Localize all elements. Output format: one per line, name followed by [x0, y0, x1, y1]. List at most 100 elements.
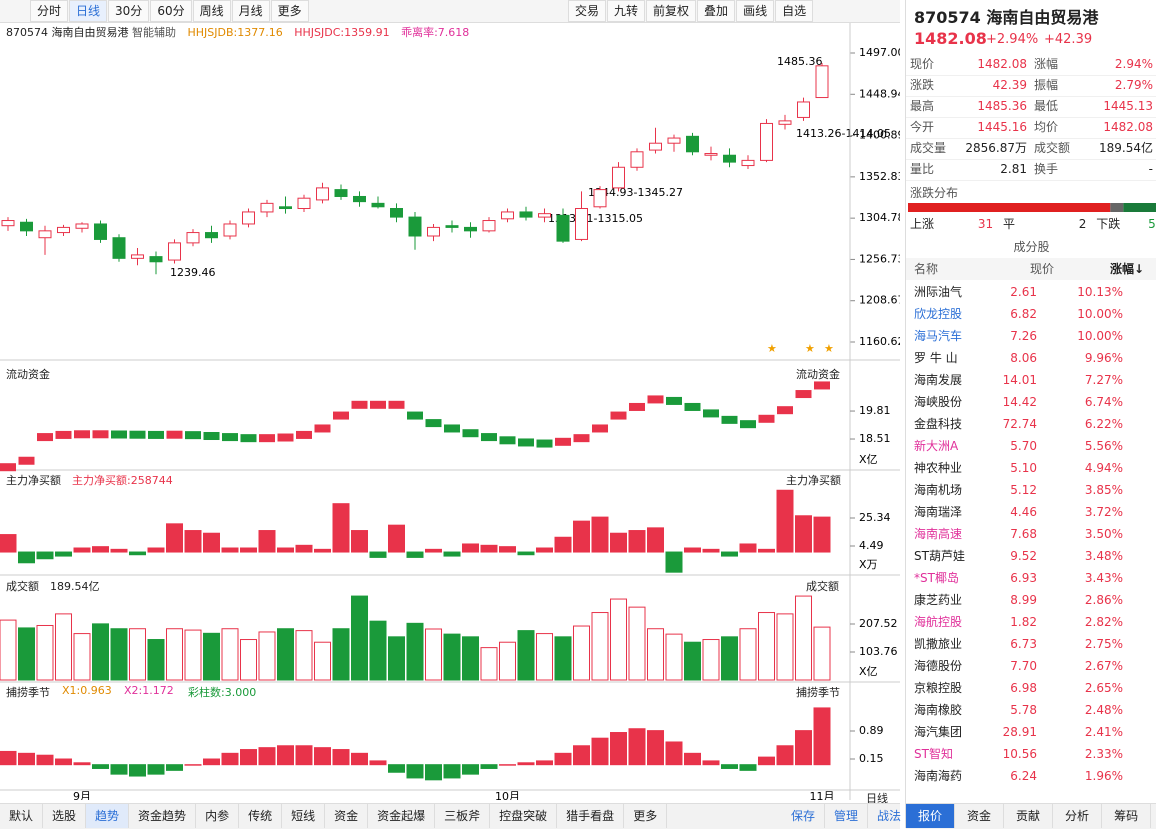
tab[interactable]: 资金: [325, 804, 369, 828]
panel-value: X2:1.172: [124, 684, 174, 697]
const-row[interactable]: 洲际油气 2.61 10.13%: [906, 281, 1156, 303]
tab[interactable]: 分析: [1053, 804, 1103, 828]
value: 2856.87万: [965, 141, 1027, 155]
tool-button[interactable]: 30分: [108, 0, 150, 22]
const-row[interactable]: 神农种业 5.10 4.94%: [906, 457, 1156, 479]
tool-button[interactable]: 交易: [568, 0, 607, 22]
const-row[interactable]: 新大洲A 5.70 5.56%: [906, 435, 1156, 457]
tool-button[interactable]: 九转: [607, 0, 646, 22]
const-row[interactable]: 海峡股份 14.42 6.74%: [906, 391, 1156, 413]
tab[interactable]: 趋势: [86, 804, 130, 828]
bar: [351, 530, 368, 553]
tab[interactable]: 三板斧: [435, 804, 491, 828]
axis-mode[interactable]: 日线: [866, 792, 888, 805]
bar: [203, 632, 220, 681]
const-row[interactable]: 京粮控股 6.98 2.65%: [906, 677, 1156, 699]
y-tick-label: 1304.78: [859, 211, 900, 224]
tool-button[interactable]: 叠加: [697, 0, 736, 22]
tool-button[interactable]: 周线: [192, 0, 231, 22]
const-row[interactable]: 海德股份 7.70 2.67%: [906, 655, 1156, 677]
bar: [92, 623, 109, 681]
tab[interactable]: 资金起爆: [368, 804, 436, 828]
stock-pct: 3.72%: [1084, 505, 1123, 519]
tool-button[interactable]: 月线: [231, 0, 270, 22]
header[interactable]: 涨幅↓: [1110, 262, 1145, 276]
tab[interactable]: 保存: [782, 804, 826, 828]
stock-pct: 3.48%: [1084, 549, 1123, 563]
flow-bar: [703, 409, 719, 418]
const-row[interactable]: 海南机场 5.12 3.85%: [906, 479, 1156, 501]
const-row[interactable]: 康芝药业 8.99 2.86%: [906, 589, 1156, 611]
flow-bar: [37, 433, 53, 442]
bar: [776, 489, 794, 553]
tool-button[interactable]: 60分: [150, 0, 192, 22]
header[interactable]: 现价: [1030, 262, 1055, 276]
assist[interactable]: 智能辅助: [132, 26, 176, 39]
tab[interactable]: 传统: [239, 804, 283, 828]
flow-bar: [222, 433, 238, 442]
tab[interactable]: 选股: [43, 804, 87, 828]
bar: [610, 598, 627, 681]
tool-button[interactable]: 更多: [270, 0, 309, 22]
const-row[interactable]: 海马汽车 7.26 10.00%: [906, 325, 1156, 347]
tool-button[interactable]: 画线: [736, 0, 775, 22]
const-row[interactable]: 海航控股 1.82 2.82%: [906, 611, 1156, 633]
flow-bar: [518, 438, 534, 447]
panel-value: 主力净买额:258744: [72, 474, 173, 487]
bar: [591, 516, 609, 553]
candle-body: [112, 237, 126, 259]
const-row[interactable]: 欣龙控股 6.82 10.00%: [906, 303, 1156, 325]
name: 海南自由贸易港: [51, 26, 129, 39]
tool-button[interactable]: 日线: [69, 0, 108, 22]
panel-title: 流动资金: [796, 368, 840, 381]
const-row[interactable]: 海南橡胶 5.78 2.48%: [906, 699, 1156, 721]
tab[interactable]: 控盘突破: [490, 804, 558, 828]
const-row[interactable]: ST智知 10.56 2.33%: [906, 743, 1156, 765]
const-row[interactable]: 海南高速 7.68 3.50%: [906, 523, 1156, 545]
tool-button[interactable]: 前复权: [646, 0, 697, 22]
const-row[interactable]: 海汽集团 28.91 2.41%: [906, 721, 1156, 743]
header[interactable]: 名称: [914, 262, 939, 276]
const-title: 成分股: [1013, 240, 1050, 254]
candle-body: [168, 242, 181, 261]
bar: [610, 532, 627, 553]
tab[interactable]: 短线: [282, 804, 326, 828]
tab[interactable]: 默认: [0, 804, 44, 828]
tab[interactable]: 猎手看盘: [557, 804, 625, 828]
candle-body: [1, 220, 15, 227]
tool-button[interactable]: 分时: [30, 0, 69, 22]
const-row[interactable]: 罗 牛 山 8.06 9.96%: [906, 347, 1156, 369]
tab[interactable]: 资金: [955, 804, 1005, 828]
tab[interactable]: 管理: [825, 804, 869, 828]
tab[interactable]: 筹码: [1102, 804, 1152, 828]
tab[interactable]: 更多: [624, 804, 668, 828]
stock-pct: 2.33%: [1084, 747, 1123, 761]
candle-body: [427, 226, 440, 237]
const-row[interactable]: 海南海药 6.24 1.96%: [906, 765, 1156, 787]
stock-pct: 2.48%: [1084, 703, 1123, 717]
stock-name: 罗 牛 山: [914, 351, 958, 365]
bar: [406, 622, 424, 681]
const-row[interactable]: 海南发展 14.01 7.27%: [906, 369, 1156, 391]
tab[interactable]: 资金趋势: [129, 804, 197, 828]
flow-bar: [333, 411, 349, 420]
stock-pct: 2.65%: [1084, 681, 1123, 695]
x-tick-label: 10月: [495, 790, 520, 800]
bar: [536, 760, 553, 766]
const-row[interactable]: 金盘科技 72.74 6.22%: [906, 413, 1156, 435]
const-row[interactable]: *ST椰岛 6.93 3.43%: [906, 567, 1156, 589]
bar: [351, 595, 368, 681]
candle-body: [390, 208, 403, 218]
tab[interactable]: 报价: [906, 804, 956, 828]
bar: [203, 532, 220, 553]
const-row[interactable]: 海南瑞泽 4.46 3.72%: [906, 501, 1156, 523]
const-row[interactable]: ST葫芦娃 9.52 3.48%: [906, 545, 1156, 567]
value: 42.39: [992, 78, 1027, 92]
const-row[interactable]: 凯撒旅业 6.73 2.75%: [906, 633, 1156, 655]
stock-name: 神农种业: [914, 461, 963, 475]
tab[interactable]: 贡献: [1004, 804, 1054, 828]
tool-button[interactable]: 自选: [775, 0, 814, 22]
tab[interactable]: 内参: [196, 804, 240, 828]
const-header: 名称 现价 涨幅↓: [906, 258, 1156, 280]
value: 31: [977, 217, 994, 231]
